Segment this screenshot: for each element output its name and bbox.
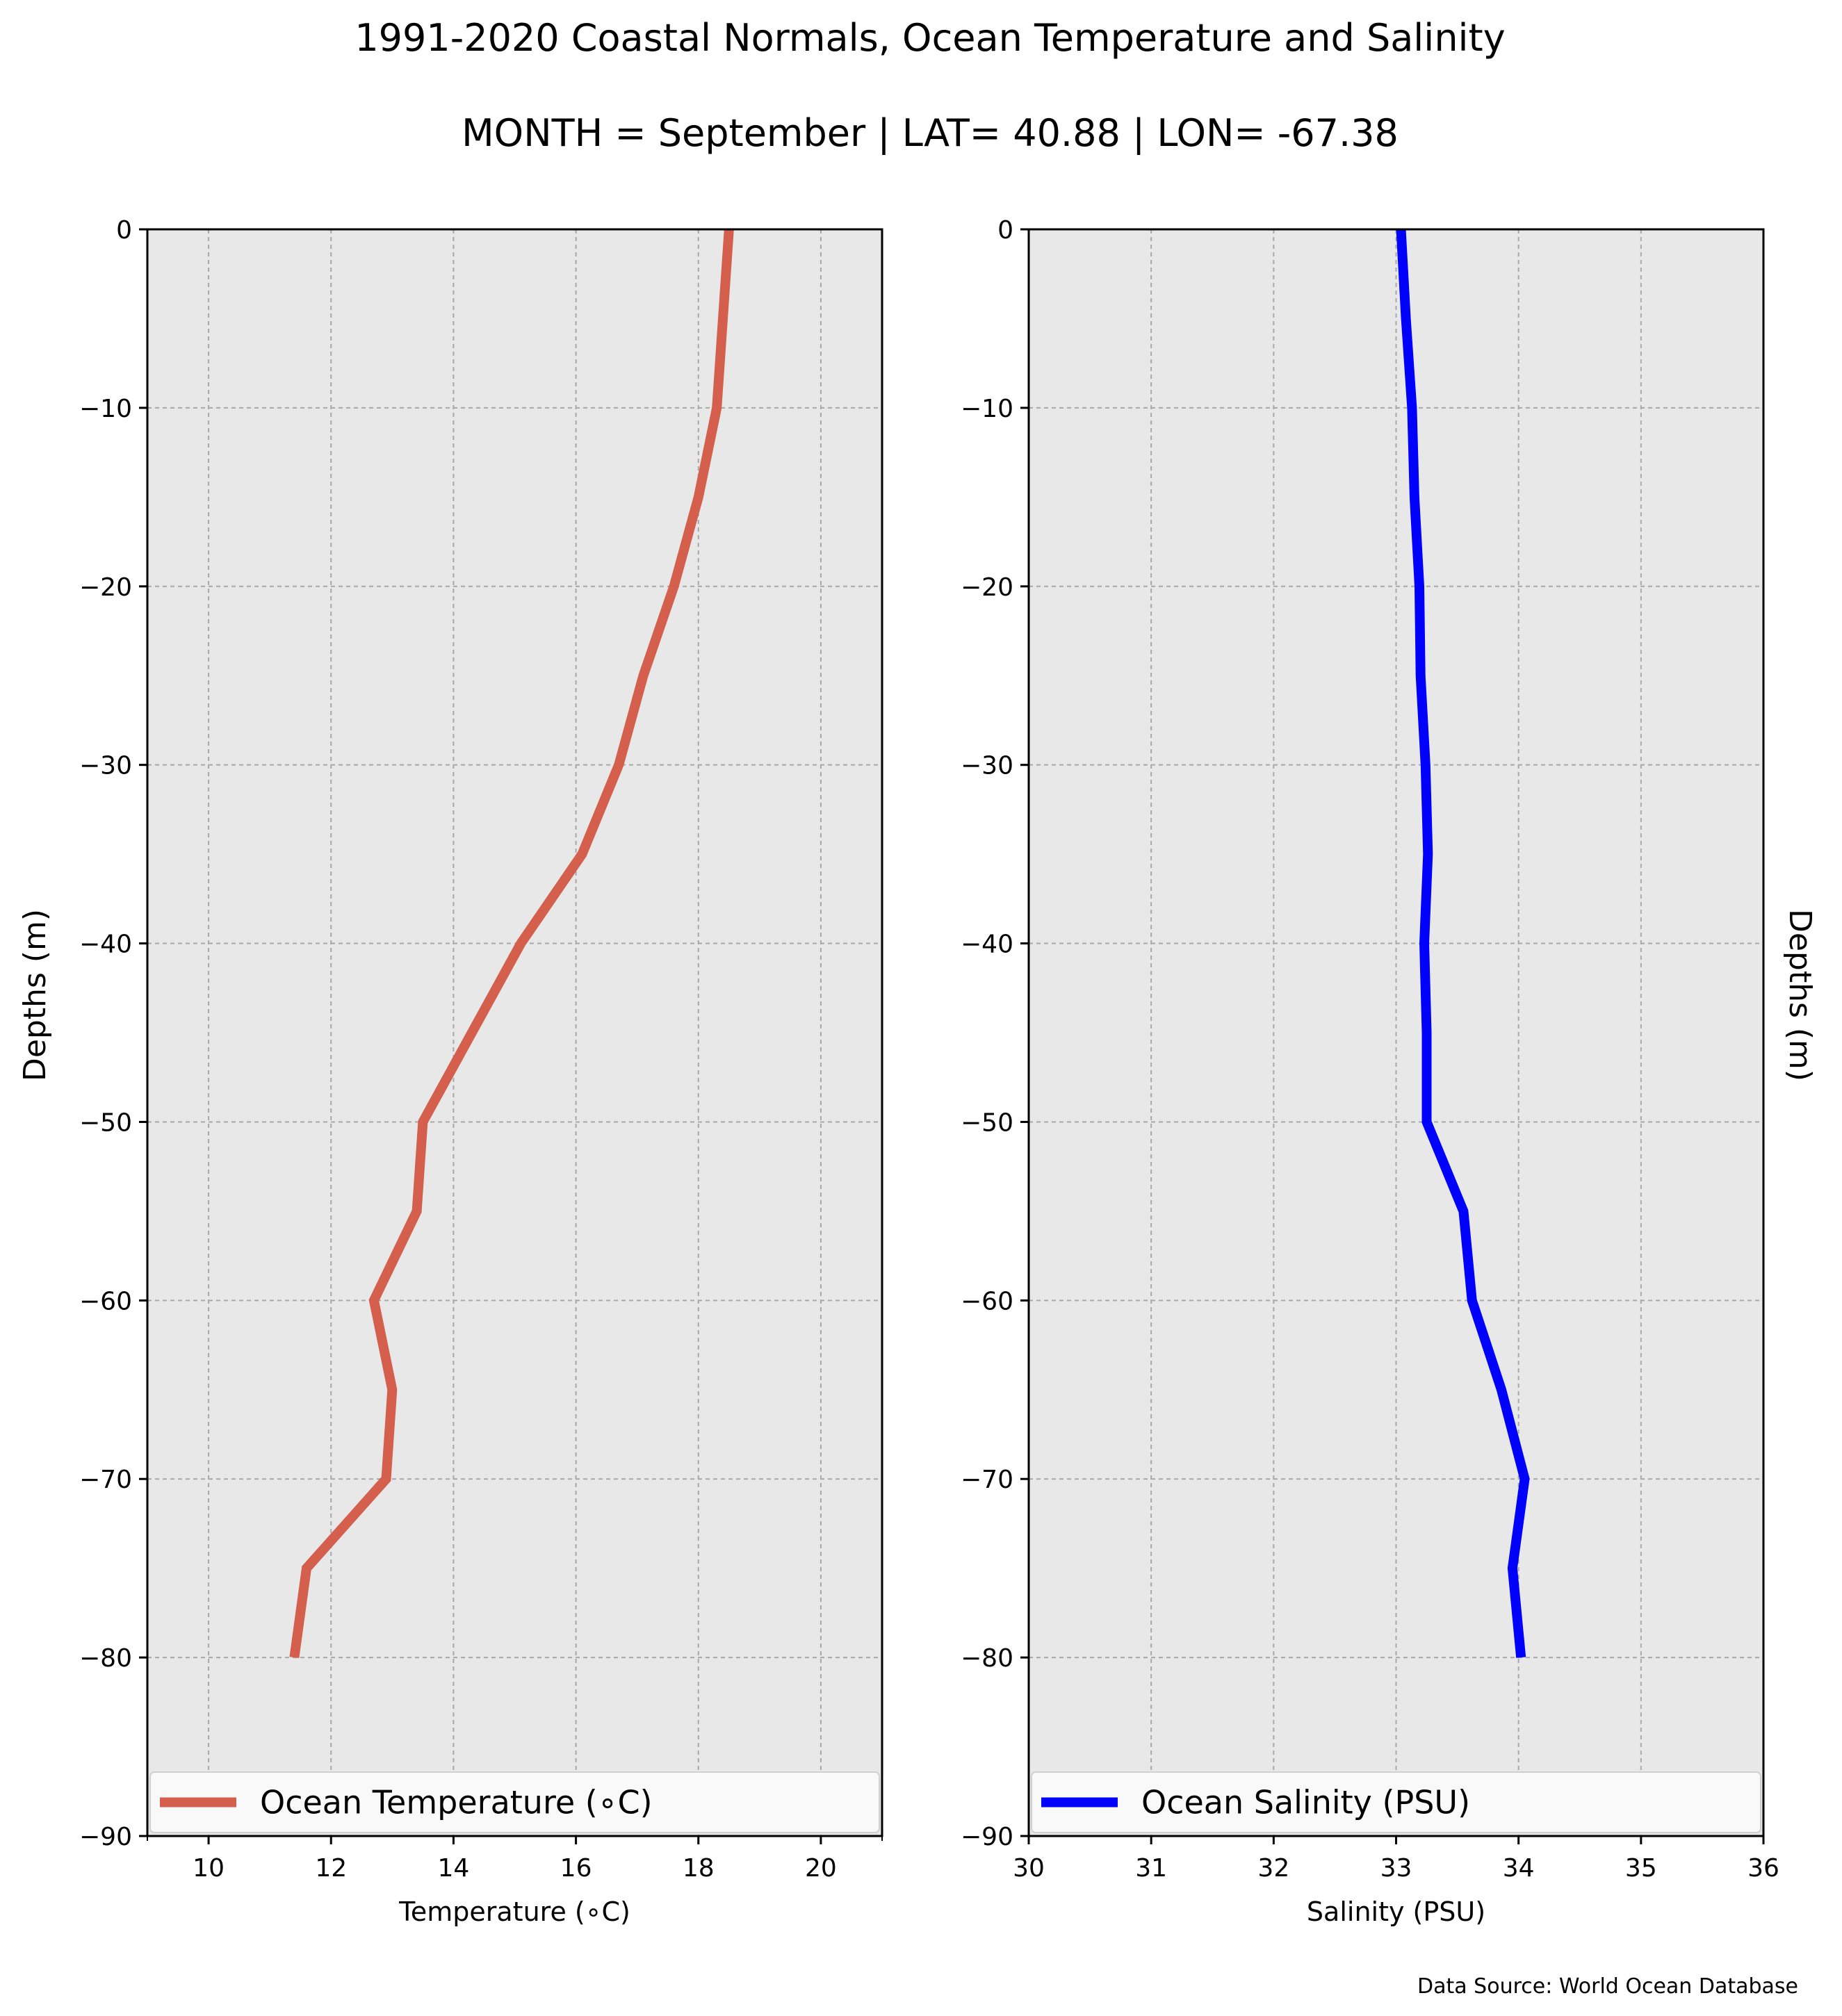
temp-ytick-label-9: −90 xyxy=(79,1823,132,1851)
temp-ytick-label-6: −60 xyxy=(79,1287,132,1316)
sal-ytick-label-2: −20 xyxy=(961,573,1013,602)
temp-xtick-label-1: 12 xyxy=(315,1854,347,1883)
temp-ytick-label-1: −10 xyxy=(79,395,132,423)
left-ylabel: Depths (m) xyxy=(17,909,53,1081)
temp-xtick-label-4: 18 xyxy=(683,1854,715,1883)
temp-ytick-label-7: −70 xyxy=(79,1466,132,1494)
sal-ytick-label-8: −80 xyxy=(961,1644,1013,1673)
sal-ytick-label-1: −10 xyxy=(961,395,1013,423)
temp-legend-box xyxy=(149,1771,880,1833)
temp-xtick-label-0: 10 xyxy=(193,1854,225,1883)
temp-ytick-label-0: 0 xyxy=(116,216,132,245)
temp-ytick-label-3: −30 xyxy=(79,752,132,780)
temp-plot-area xyxy=(147,229,882,1836)
sal-xtick-label-5: 35 xyxy=(1625,1854,1657,1883)
temp-ytick-label-2: −20 xyxy=(79,573,132,602)
temp-ytick-label-5: −50 xyxy=(79,1108,132,1137)
sal-xtick-label-3: 33 xyxy=(1380,1854,1412,1883)
temp-axes-frame xyxy=(146,228,883,1837)
sal-ytick-label-0: 0 xyxy=(997,216,1013,245)
temp-xlabel: Temperature (∘C) xyxy=(398,1896,630,1927)
sal-ytick-label-4: −40 xyxy=(961,931,1013,959)
sal-xtick-label-4: 34 xyxy=(1503,1854,1535,1883)
temperature-panel: Ocean Temperature (∘C) 10 12 14 16 18 20 0 −10 −2… xyxy=(79,216,883,1927)
sal-xtick-label-0: 30 xyxy=(1013,1854,1045,1883)
sal-ytick-label-3: −30 xyxy=(961,752,1013,780)
temp-xtick-label-2: 14 xyxy=(438,1854,470,1883)
sal-legend-label-0: Ocean Salinity (PSU) xyxy=(1141,1784,1470,1821)
data-source-note: Data Source: World Ocean Database xyxy=(1417,1974,1798,1999)
figure-subtitle: MONTH = September | LAT= 40.88 | LON= -6… xyxy=(462,111,1399,155)
sal-legend-box xyxy=(1031,1771,1761,1833)
sal-ytick-label-9: −90 xyxy=(961,1823,1013,1851)
sal-ytick-label-5: −50 xyxy=(961,1108,1013,1137)
temp-legend-label-0: Ocean Temperature (∘C) xyxy=(260,1784,653,1821)
temp-series-line-0 xyxy=(289,229,734,1659)
figure-title: 1991-2020 Coastal Normals, Ocean Tempera… xyxy=(354,16,1505,60)
temp-ytick-label-4: −40 xyxy=(79,931,132,959)
salinity-panel: Ocean Salinity (PSU) 30 31 32 33 34 35 36 0 −10 −2… xyxy=(961,216,1779,1927)
sal-ytick-label-7: −70 xyxy=(961,1466,1013,1494)
sal-xtick-label-6: 36 xyxy=(1747,1854,1779,1883)
sal-xtick-label-2: 32 xyxy=(1257,1854,1289,1883)
temp-xtick-label-5: 20 xyxy=(805,1854,837,1883)
sal-xlabel: Salinity (PSU) xyxy=(1307,1896,1485,1927)
temp-xtick-label-3: 16 xyxy=(560,1854,592,1883)
sal-xtick-label-1: 31 xyxy=(1135,1854,1167,1883)
sal-ytick-label-6: −60 xyxy=(961,1287,1013,1316)
right-ylabel: Depths (m) xyxy=(1782,909,1818,1081)
temp-ytick-label-8: −80 xyxy=(79,1644,132,1673)
sal-series-line-0 xyxy=(1396,229,1530,1658)
